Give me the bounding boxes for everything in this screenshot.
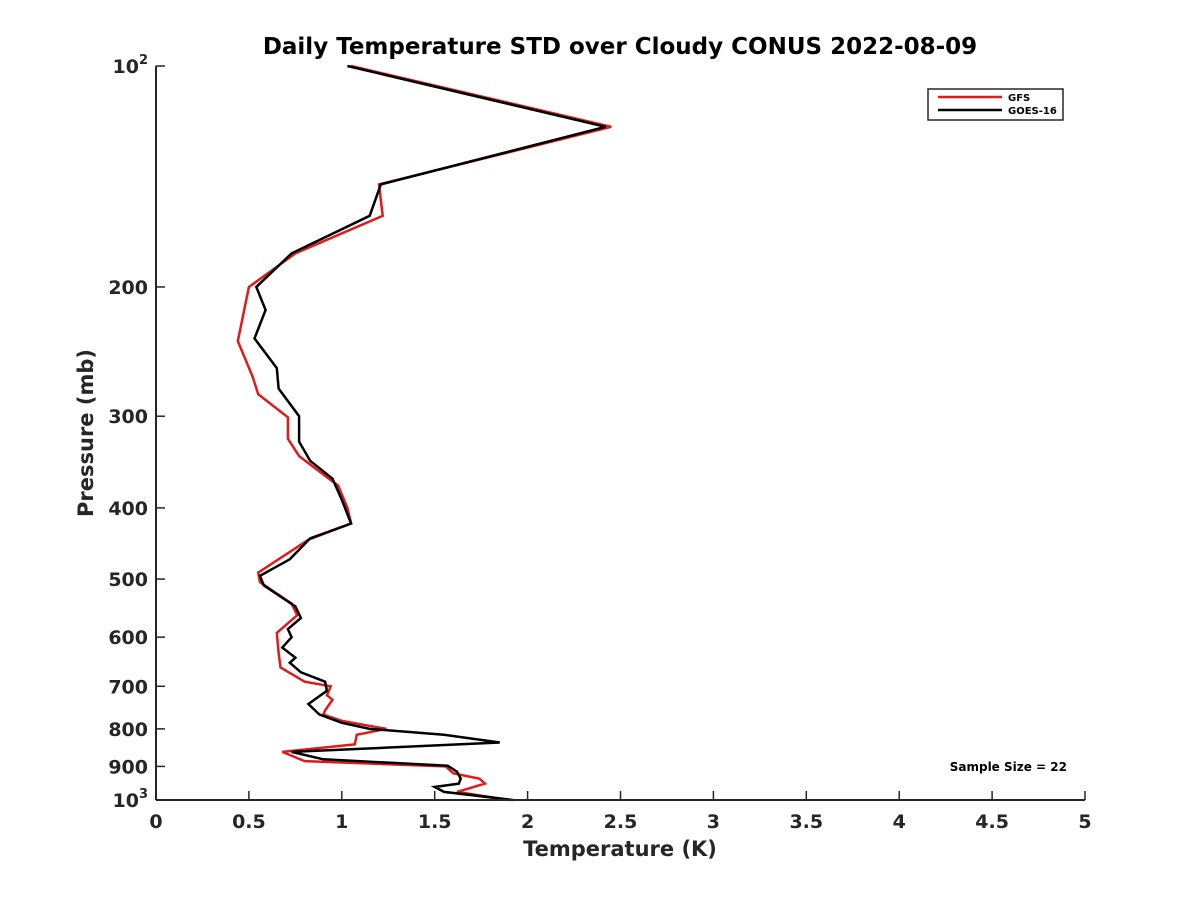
y-tick-label: 103 [113, 787, 149, 812]
x-tick-label: 1.5 [418, 811, 452, 833]
x-tick-label: 4.5 [975, 811, 1009, 833]
y-tick-label: 700 [108, 676, 148, 698]
legend-box [927, 88, 1064, 121]
y-tick-label: 800 [108, 719, 148, 741]
y-tick-label: 500 [108, 569, 148, 591]
y-tick-label: 300 [108, 406, 148, 428]
x-tick-label: 2.5 [604, 811, 638, 833]
y-tick-label: 600 [108, 627, 148, 649]
legend: GFS GOES-16 [927, 88, 1064, 121]
x-tick-label: 3 [707, 811, 720, 833]
y-tick-label: 200 [108, 277, 148, 299]
x-tick-label: 2 [521, 811, 534, 833]
y-axis-label: Pressure (mb) [74, 349, 98, 517]
x-tick-label: 3.5 [789, 811, 823, 833]
x-tick-label: 0.5 [232, 811, 266, 833]
y-ticks: 102 200 300 400 500 600 700 800 900 103 [108, 53, 165, 812]
x-tick-label: 4 [893, 811, 906, 833]
legend-label-goes16: GOES-16 [1008, 106, 1057, 117]
y-tick-label: 102 [113, 53, 149, 78]
x-tick-label: 1 [335, 811, 348, 833]
x-ticks: 0 0.5 1 1.5 2 2.5 3 3.5 4 4.5 5 [149, 791, 1092, 833]
sample-size-annotation: Sample Size = 22 [950, 760, 1067, 774]
series-line-goes16 [253, 64, 606, 802]
y-tick-label: 400 [108, 498, 148, 520]
x-tick-label: 0 [149, 811, 162, 833]
x-axis-label: Temperature (K) [523, 837, 717, 861]
chart-title: Daily Temperature STD over Cloudy CONUS … [263, 34, 977, 60]
y-tick-label: 900 [108, 756, 148, 778]
x-tick-label: 5 [1078, 811, 1091, 833]
legend-label-gfs: GFS [1008, 93, 1030, 104]
series-layer [236, 64, 612, 802]
series-line-gfs [236, 64, 612, 802]
